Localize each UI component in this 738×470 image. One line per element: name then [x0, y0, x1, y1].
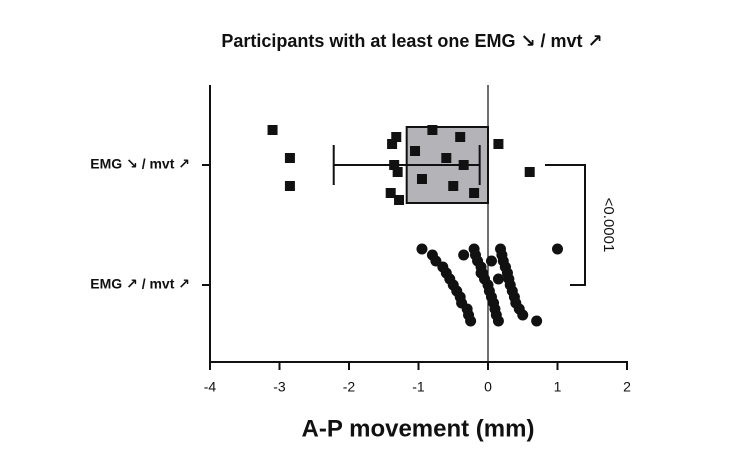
- y-tick-label: EMG ↗ / mvt ↗: [90, 276, 190, 292]
- point: [499, 261, 511, 273]
- x-tick-label: -4: [204, 379, 217, 395]
- point: [552, 243, 563, 255]
- x-tick-label: 0: [484, 379, 492, 395]
- x-tick-label: 1: [554, 379, 562, 395]
- point: [385, 188, 396, 198]
- point: [284, 153, 295, 163]
- point: [394, 195, 405, 205]
- x-axis-label: A-P movement (mm): [302, 415, 535, 442]
- point: [475, 267, 487, 279]
- x-tick-label: -2: [343, 379, 356, 395]
- point: [267, 125, 278, 135]
- significance-bracket: [545, 164, 586, 286]
- y-tick-label: EMG ↘ / mvt ↗: [90, 156, 190, 172]
- point: [524, 167, 535, 177]
- point: [517, 309, 529, 321]
- point: [458, 249, 470, 261]
- point: [416, 243, 428, 255]
- point: [492, 273, 504, 285]
- point: [392, 167, 403, 177]
- point: [492, 315, 504, 327]
- point: [416, 174, 427, 184]
- point: [455, 132, 466, 142]
- point: [493, 139, 504, 149]
- point: [387, 139, 398, 149]
- x-tick-label: -1: [412, 379, 425, 395]
- point: [485, 255, 497, 267]
- significance-label: <0.0001: [600, 198, 617, 253]
- point: [531, 315, 543, 327]
- point: [410, 146, 421, 156]
- point: [458, 160, 469, 170]
- point: [389, 160, 400, 170]
- point: [448, 181, 459, 191]
- point: [427, 125, 438, 135]
- point: [469, 188, 480, 198]
- x-tick-label: 2: [623, 379, 631, 395]
- chart-title: Participants with at least one EMG ↘ / m…: [221, 31, 602, 51]
- x-tick-label: -3: [273, 379, 286, 395]
- point: [441, 153, 452, 163]
- point: [465, 315, 477, 327]
- point: [284, 181, 295, 191]
- point: [391, 132, 402, 142]
